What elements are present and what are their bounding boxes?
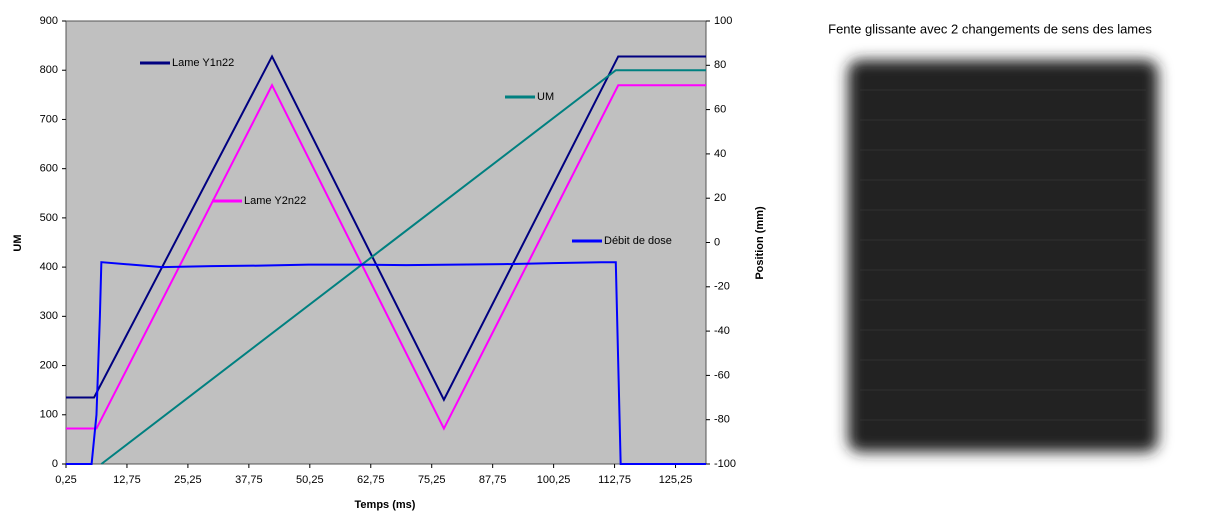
y-tick-label: 700: [40, 113, 58, 125]
y-tick-label: 500: [40, 212, 58, 224]
x-tick-label: 112,75: [598, 474, 631, 486]
y-tick-label: 300: [40, 310, 58, 322]
x-tick-label: 12,75: [113, 474, 141, 486]
y2-tick-label: -20: [714, 281, 730, 293]
y2-tick-label: 80: [714, 59, 726, 71]
y2-axis-label: Position (mm): [754, 206, 766, 280]
x-tick-label: 0,25: [55, 474, 76, 486]
y2-tick-label: 0: [714, 236, 720, 248]
y2-tick-label: -80: [714, 414, 730, 426]
y-tick-label: 0: [52, 458, 58, 470]
y-tick-label: 400: [40, 261, 58, 273]
x-tick-label: 75,25: [418, 474, 446, 486]
image-title: Fente glissante avec 2 changements de se…: [828, 21, 1152, 36]
x-tick-label: 125,25: [659, 474, 693, 486]
y-tick-label: 100: [40, 409, 58, 421]
x-tick-label: 50,25: [296, 474, 324, 486]
legend-label: Lame Y2n22: [244, 195, 306, 207]
y-tick-label: 600: [40, 163, 58, 175]
series-line: [66, 83, 706, 431]
legend-label: Lame Y1n22: [172, 57, 234, 69]
x-tick-label: 25,25: [174, 474, 202, 486]
legend-label: UM: [537, 91, 554, 103]
y2-tick-label: -40: [714, 325, 730, 337]
x-tick-label: 87,75: [479, 474, 507, 486]
y2-tick-label: 100: [714, 15, 732, 27]
series-line: [100, 69, 706, 465]
x-axis-label: Temps (ms): [355, 499, 416, 511]
series-line: [66, 54, 706, 402]
y2-tick-label: 20: [714, 192, 726, 204]
y-tick-label: 900: [40, 15, 58, 27]
film-image: [848, 60, 1158, 452]
x-tick-label: 62,75: [357, 474, 385, 486]
legend-label: Débit de dose: [604, 235, 672, 247]
y-tick-label: 800: [40, 64, 58, 76]
y-tick-label: 200: [40, 359, 58, 371]
x-tick-label: 37,75: [235, 474, 263, 486]
y2-tick-label: -60: [714, 369, 730, 381]
series-line: [66, 261, 706, 465]
y-axis-label: UM: [12, 234, 24, 251]
y2-tick-label: -100: [714, 458, 736, 470]
x-tick-label: 100,25: [537, 474, 571, 486]
y2-tick-label: 60: [714, 104, 726, 116]
y2-tick-label: 40: [714, 148, 726, 160]
